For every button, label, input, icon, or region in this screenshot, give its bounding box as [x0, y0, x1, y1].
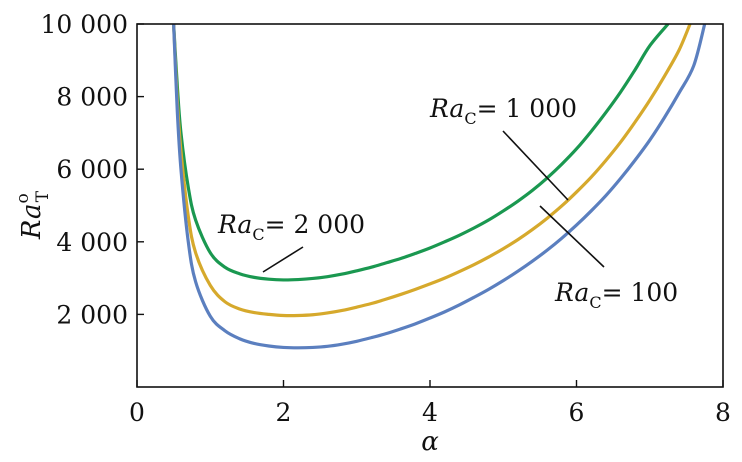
x-axis-label: α — [421, 427, 439, 457]
y-axis-label: RaoT — [13, 190, 53, 240]
plot-lines — [172, 24, 707, 350]
annotation-leader-100 — [539, 205, 605, 268]
y-tick-label: 10 000 — [41, 10, 128, 39]
annotation-leader-1000 — [502, 130, 569, 201]
series-line-1 — [172, 24, 670, 282]
x-tick-label: 6 — [569, 398, 585, 427]
y-tick-label: 4 000 — [56, 228, 128, 257]
series-line-3 — [172, 24, 707, 350]
annotation-label-2000: RaC= 2 000 — [217, 210, 365, 244]
x-tick-label: 4 — [422, 398, 438, 427]
annotation-leader-2000 — [262, 246, 304, 273]
annotation-label-1000: RaC= 1 000 — [429, 94, 577, 128]
y-tick-label: 2 000 — [56, 300, 128, 329]
x-tick-label: 8 — [715, 398, 731, 427]
x-tick-label: 0 — [129, 398, 145, 427]
y-tick-label: 6 000 — [56, 155, 128, 184]
annotation-label-100: RaC= 100 — [554, 278, 678, 312]
axis-ticks: 0 2 4 6 8 2 000 4 000 6 000 8 000 10 000 — [41, 10, 731, 427]
y-tick-label: 8 000 — [56, 83, 128, 112]
x-tick-label: 2 — [276, 398, 292, 427]
series-line-2 — [172, 24, 692, 318]
